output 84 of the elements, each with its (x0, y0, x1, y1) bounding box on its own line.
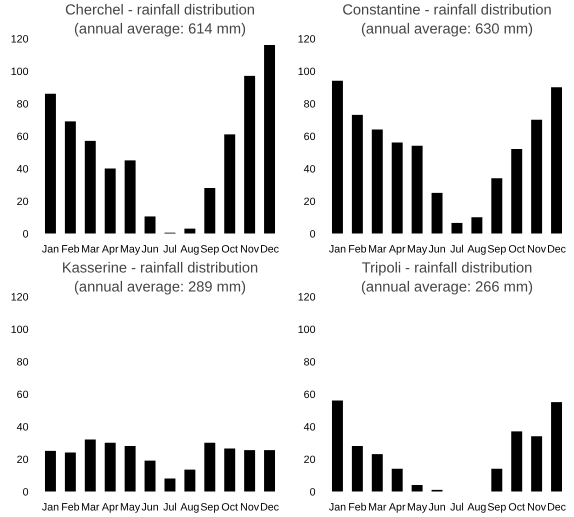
y-tick-label: 20 (16, 454, 29, 466)
x-tick-label: Nov (527, 244, 547, 256)
x-tick-label: Dec (547, 244, 567, 256)
y-tick-label: 80 (304, 98, 316, 110)
x-tick-label: Nov (527, 502, 547, 514)
x-tick-label: Feb (61, 244, 80, 256)
x-tick-label: Aug (180, 244, 200, 256)
y-tick-label: 100 (298, 66, 316, 78)
x-tick-label: Jan (328, 502, 346, 514)
x-tick-label: Jun (141, 502, 159, 514)
chart-title: Kasserine - rainfall distribution (62, 260, 258, 276)
x-tick-label: Mar (368, 244, 387, 256)
x-tick-label: Jul (450, 244, 464, 256)
x-tick-label: Jan (42, 244, 60, 256)
x-tick-label: Oct (508, 244, 526, 256)
y-tick-label: 0 (310, 228, 316, 240)
x-tick-label: May (120, 244, 141, 256)
x-tick-label: May (407, 244, 428, 256)
y-tick-label: 120 (298, 292, 316, 304)
x-tick-label: Jan (42, 502, 60, 514)
x-tick-label: Apr (102, 244, 119, 256)
chart-title: Cherchel - rainfall distribution (65, 2, 255, 18)
x-tick-label: Mar (81, 244, 100, 256)
x-tick-label: Jul (163, 244, 177, 256)
x-tick-label: Dec (260, 244, 280, 256)
x-tick-label: Aug (467, 502, 486, 514)
chart-subtitle: (annual average: 266 mm) (361, 280, 533, 296)
chart-title: Tripoli - rainfall distribution (362, 260, 532, 276)
y-tick-label: 100 (10, 66, 29, 78)
y-tick-label: 40 (16, 422, 29, 434)
x-tick-label: Nov (240, 502, 260, 514)
x-tick-label: Jun (141, 244, 159, 256)
x-tick-label: Aug (467, 244, 486, 256)
y-tick-label: 40 (16, 164, 29, 176)
y-tick-label: 100 (298, 324, 316, 336)
x-tick-label: Jun (428, 244, 446, 256)
x-tick-label: Apr (388, 502, 406, 514)
x-tick-label: Jun (428, 502, 446, 514)
y-tick-label: 40 (304, 164, 316, 176)
x-tick-label: May (120, 502, 141, 514)
chart-subtitle: (annual average: 289 mm) (74, 280, 246, 296)
y-tick-label: 60 (304, 131, 316, 143)
y-tick-label: 60 (16, 131, 29, 143)
x-tick-label: May (407, 502, 428, 514)
x-tick-label: Feb (348, 244, 367, 256)
y-tick-label: 80 (304, 356, 316, 368)
x-tick-label: Sep (487, 244, 506, 256)
y-tick-label: 100 (10, 324, 29, 336)
x-tick-label: Dec (547, 502, 567, 514)
x-tick-label: Mar (368, 502, 387, 514)
y-tick-label: 20 (304, 196, 316, 208)
x-tick-label: Jul (450, 502, 464, 514)
y-tick-label: 80 (16, 356, 29, 368)
x-tick-label: Nov (240, 244, 260, 256)
x-tick-label: Feb (348, 502, 367, 514)
y-tick-label: 0 (22, 228, 29, 240)
x-tick-label: Oct (221, 502, 238, 514)
y-tick-label: 120 (10, 292, 29, 304)
x-tick-label: Sep (487, 502, 506, 514)
y-tick-label: 40 (304, 422, 316, 434)
x-tick-label: Apr (388, 244, 406, 256)
chart-title: Constantine - rainfall distribution (342, 2, 552, 18)
chart-subtitle: (annual average: 614 mm) (74, 22, 246, 38)
x-tick-label: Jul (163, 502, 177, 514)
y-tick-label: 80 (16, 98, 29, 110)
y-tick-label: 120 (10, 34, 29, 46)
x-tick-label: Jan (328, 244, 346, 256)
x-tick-label: Mar (81, 502, 100, 514)
x-tick-label: Oct (508, 502, 526, 514)
y-tick-label: 0 (22, 486, 29, 498)
y-tick-label: 60 (16, 389, 29, 401)
x-tick-label: Sep (200, 244, 220, 256)
x-tick-label: Oct (221, 244, 238, 256)
chart-subtitle: (annual average: 630 mm) (361, 22, 533, 38)
y-tick-label: 20 (304, 454, 316, 466)
x-tick-label: Sep (200, 502, 220, 514)
x-tick-label: Apr (102, 502, 119, 514)
y-tick-label: 0 (310, 486, 316, 498)
x-tick-label: Aug (180, 502, 200, 514)
y-tick-label: 60 (304, 389, 316, 401)
x-tick-label: Dec (260, 502, 280, 514)
y-tick-label: 120 (298, 34, 316, 46)
y-tick-label: 20 (16, 196, 29, 208)
x-tick-label: Feb (61, 502, 80, 514)
